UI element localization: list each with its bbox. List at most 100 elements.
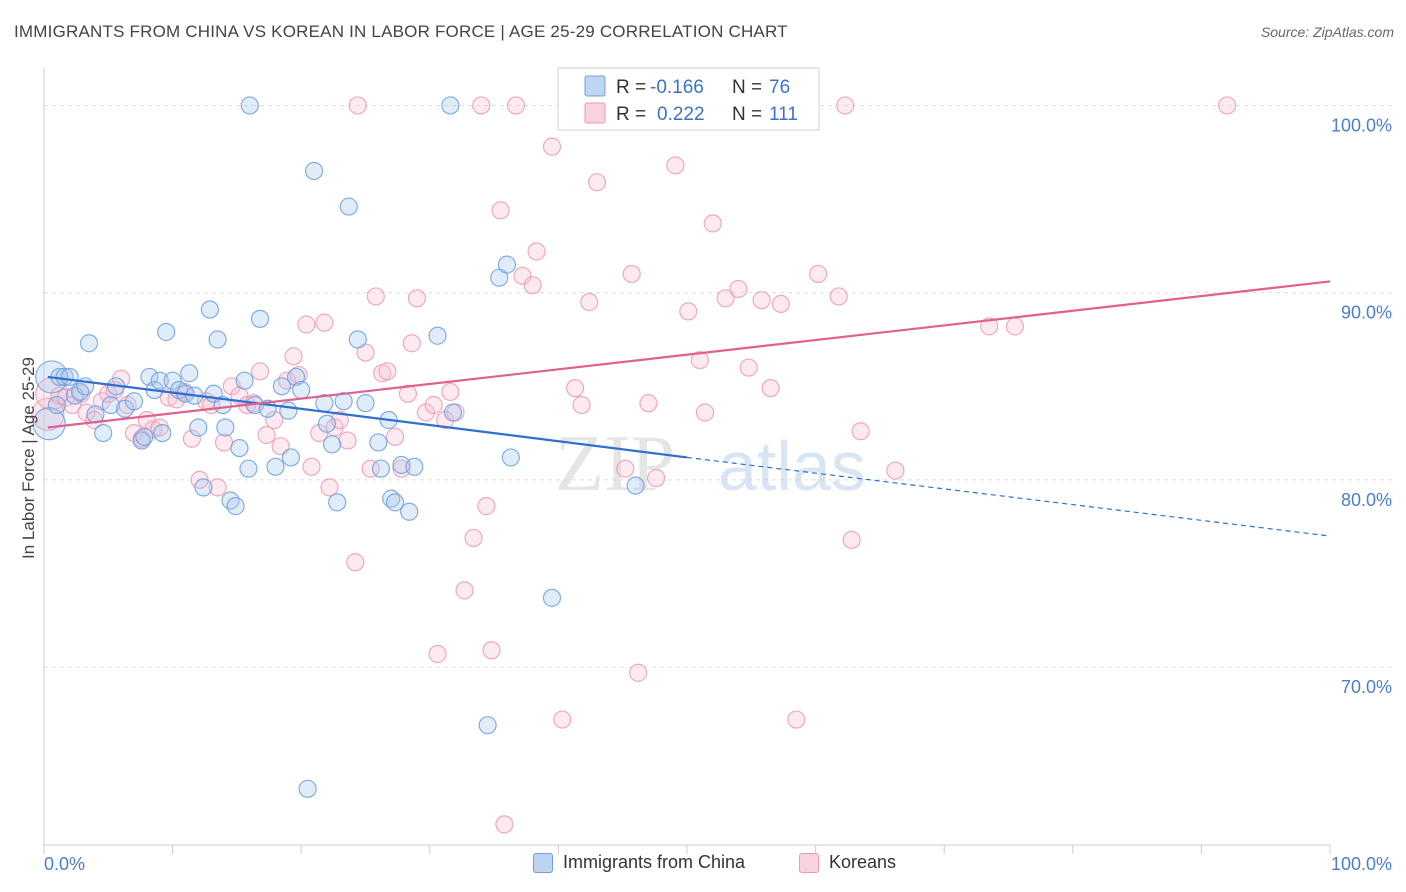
point-koreans-50 xyxy=(366,287,385,306)
legend-swatch-pink xyxy=(799,852,819,873)
point-china-5 xyxy=(60,367,79,387)
point-china-49 xyxy=(292,380,311,400)
point-koreans-37 xyxy=(289,365,308,385)
point-koreans-81 xyxy=(587,173,607,192)
point-china-21 xyxy=(153,423,172,443)
point-koreans-49 xyxy=(361,459,380,478)
point-koreans-103 xyxy=(851,422,870,441)
point-china-47 xyxy=(281,448,301,467)
watermark-zip: ZIP xyxy=(555,420,675,508)
point-china-15 xyxy=(124,392,144,411)
point-koreans-106 xyxy=(1005,317,1025,336)
point-koreans-46 xyxy=(346,553,365,572)
point-koreans-7 xyxy=(85,410,104,430)
point-china-32 xyxy=(208,330,227,349)
point-koreans-96 xyxy=(761,379,780,398)
point-china-34 xyxy=(216,418,235,437)
point-koreans-89 xyxy=(690,350,709,370)
point-koreans-78 xyxy=(566,379,585,398)
point-koreans-31 xyxy=(250,362,270,381)
legend-swatch-koreans xyxy=(584,102,606,124)
point-koreans-0 xyxy=(31,397,65,431)
point-china-71 xyxy=(478,716,497,735)
point-koreans-75 xyxy=(542,137,562,156)
point-china-54 xyxy=(322,435,342,454)
point-china-70 xyxy=(443,403,463,422)
point-koreans-86 xyxy=(647,468,666,488)
point-china-29 xyxy=(194,478,213,497)
point-koreans-105 xyxy=(980,317,999,336)
point-china-37 xyxy=(230,438,249,458)
point-china-74 xyxy=(501,448,520,467)
point-koreans-32 xyxy=(257,425,276,445)
point-koreans-33 xyxy=(265,410,284,430)
point-china-61 xyxy=(371,459,391,478)
chart-title: IMMIGRANTS FROM CHINA VS KOREAN IN LABOR… xyxy=(14,22,788,41)
point-china-2 xyxy=(47,395,66,415)
legend-n-value-china: 76 xyxy=(769,77,790,98)
point-koreans-8 xyxy=(92,392,111,411)
correlation-legend: R = -0.166 N = 76 R = 0.222 N = 111 xyxy=(557,67,820,131)
point-china-58 xyxy=(348,330,367,349)
point-koreans-62 xyxy=(441,382,460,402)
point-koreans-61 xyxy=(436,410,455,430)
point-koreans-52 xyxy=(378,362,397,381)
point-china-44 xyxy=(266,457,285,476)
point-china-59 xyxy=(356,394,375,413)
series-legend: Immigrants from China Koreans xyxy=(0,852,1406,878)
point-koreans-76 xyxy=(553,710,572,729)
point-koreans-100 xyxy=(829,287,848,306)
point-china-53 xyxy=(317,414,337,433)
point-koreans-84 xyxy=(629,663,648,682)
point-china-11 xyxy=(94,423,113,443)
point-koreans-67 xyxy=(477,497,496,516)
legend-swatch-blue xyxy=(533,852,553,873)
point-koreans-59 xyxy=(424,395,443,415)
point-koreans-66 xyxy=(472,96,491,115)
point-koreans-85 xyxy=(639,394,658,413)
point-china-9 xyxy=(79,334,99,353)
point-koreans-68 xyxy=(482,641,501,660)
point-koreans-70 xyxy=(495,815,514,834)
point-koreans-88 xyxy=(679,302,698,321)
y-axis-label: In Labor Force | Age 25-29 xyxy=(19,357,38,559)
point-china-30 xyxy=(200,300,219,319)
x-tick-label-min: 0.0% xyxy=(44,854,85,874)
y-tick-label: 90.0% xyxy=(1341,303,1392,323)
point-koreans-56 xyxy=(402,334,421,353)
point-koreans-74 xyxy=(527,242,546,261)
point-koreans-102 xyxy=(842,530,861,549)
point-koreans-60 xyxy=(428,644,447,664)
point-china-66 xyxy=(400,502,419,521)
point-koreans-101 xyxy=(836,96,855,115)
grid-layer xyxy=(44,104,1392,668)
point-koreans-36 xyxy=(284,347,303,366)
point-china-46 xyxy=(279,401,298,420)
point-koreans-90 xyxy=(695,403,715,422)
point-china-28 xyxy=(189,418,208,437)
point-china-57 xyxy=(339,197,358,216)
point-koreans-104 xyxy=(886,461,905,480)
point-china-40 xyxy=(240,96,259,115)
point-china-68 xyxy=(428,326,447,345)
point-koreans-35 xyxy=(277,371,297,390)
point-koreans-83 xyxy=(622,264,641,284)
point-china-73 xyxy=(497,255,517,274)
point-koreans-92 xyxy=(716,289,735,308)
point-koreans-73 xyxy=(523,276,542,295)
point-china-7 xyxy=(70,382,90,402)
trend-layer xyxy=(47,280,1331,537)
legend-r-value-koreans: 0.222 xyxy=(657,104,705,125)
point-china-35 xyxy=(221,491,240,510)
point-koreans-6 xyxy=(77,403,96,422)
point-koreans-99 xyxy=(809,264,828,284)
point-china-64 xyxy=(385,493,405,512)
point-china-23 xyxy=(163,371,182,390)
point-china-55 xyxy=(328,493,347,512)
point-koreans-25 xyxy=(208,478,227,497)
point-koreans-39 xyxy=(302,457,321,476)
legend-n-label-china: N = xyxy=(732,77,767,98)
legend-r-label-koreans: R = xyxy=(616,104,651,125)
point-koreans-45 xyxy=(338,431,357,450)
